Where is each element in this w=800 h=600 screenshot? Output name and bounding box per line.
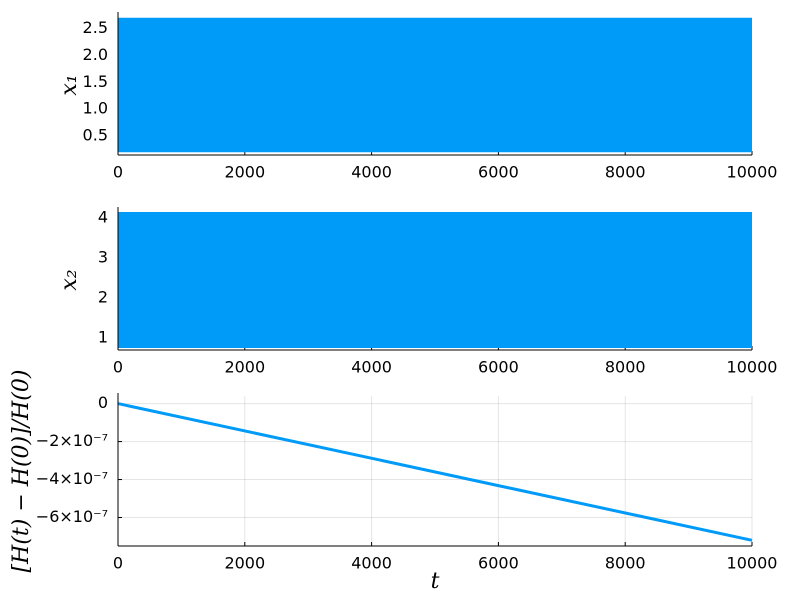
x-tick-label: 6000	[478, 554, 519, 573]
line	[117, 402, 753, 542]
y-tick-label: 1.5	[83, 72, 108, 91]
y-tick-label: 3	[98, 248, 108, 267]
x-axis-label: t	[431, 569, 440, 594]
x-tick-label: 4000	[351, 163, 392, 182]
x-tick-label: 2000	[224, 554, 265, 573]
y-axis-label: x₁	[57, 74, 82, 95]
oscillation-band	[118, 212, 752, 348]
x-tick-label: 8000	[605, 163, 646, 182]
y-tick-label: 4	[98, 208, 108, 227]
y-tick-label: 0.5	[83, 126, 108, 145]
y-tick-label: −6×10⁻⁷	[36, 507, 108, 526]
y-tick-label: 2.5	[83, 18, 108, 37]
y-tick-label: 1	[98, 328, 108, 347]
x-tick-label: 10000	[727, 358, 778, 377]
x-tick-label: 0	[113, 554, 123, 573]
x-tick-label: 4000	[351, 554, 392, 573]
y-axis-label: x₂	[57, 269, 82, 290]
x-tick-label: 0	[113, 163, 123, 182]
y-tick-label: −2×10⁻⁷	[36, 431, 108, 450]
y-axis-label: [H(t) − H(0)]/H(0)	[9, 370, 34, 573]
x-tick-label: 8000	[605, 358, 646, 377]
y-tick-label: −4×10⁻⁷	[36, 469, 108, 488]
y-tick-label: 2.0	[83, 45, 108, 64]
x-tick-label: 6000	[478, 163, 519, 182]
x-tick-label: 4000	[351, 358, 392, 377]
x-tick-label: 10000	[727, 554, 778, 573]
x-tick-label: 8000	[605, 554, 646, 573]
oscillation-band	[118, 17, 752, 153]
x-tick-label: 10000	[727, 163, 778, 182]
x-tick-label: 0	[113, 358, 123, 377]
x-tick-label: 6000	[478, 358, 519, 377]
x-tick-label: 2000	[224, 163, 265, 182]
y-tick-label: 1.0	[83, 99, 108, 118]
y-tick-label: 2	[98, 288, 108, 307]
y-tick-label: 0	[98, 393, 108, 412]
x-tick-label: 2000	[224, 358, 265, 377]
